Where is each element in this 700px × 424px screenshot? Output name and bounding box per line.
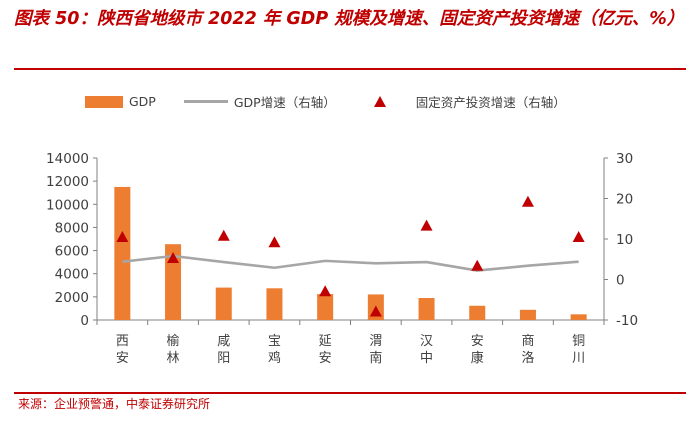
legend-triangle-swatch: [373, 96, 386, 107]
x-category-label: 康: [471, 350, 484, 366]
x-category-label: 林: [167, 351, 180, 366]
x-category-label: 南: [369, 350, 382, 366]
legend-fai-growth: 固定资产投资增速（右轴）: [364, 92, 566, 111]
legend-gdp-growth: GDP增速（右轴）: [183, 92, 336, 111]
x-category-label: 安: [116, 351, 129, 366]
fai-growth-marker: [268, 236, 281, 248]
x-category-label: 汉: [420, 334, 433, 349]
title-rule: [14, 68, 686, 70]
fai-growth-marker: [420, 219, 433, 231]
fai-growth-marker: [521, 195, 534, 207]
legend-fai-growth-label: 固定资产投资增速（右轴）: [415, 95, 566, 110]
legend: GDP GDP增速（右轴） 固定资产投资增速（右轴）: [85, 92, 594, 111]
right-tick-label: -10: [616, 313, 638, 329]
legend-line-swatch: [183, 100, 228, 103]
gdp-bar: [215, 287, 232, 320]
legend-gdp: GDP: [85, 94, 156, 109]
x-category-label: 阳: [217, 351, 230, 366]
legend-gdp-label: GDP: [129, 94, 156, 109]
fai-growth-marker: [471, 259, 484, 271]
left-tick-label: 6000: [55, 244, 89, 260]
fai-growth-marker: [167, 252, 180, 264]
x-category-label: 商: [521, 334, 534, 349]
source-rule: [14, 392, 686, 394]
gdp-bar: [469, 305, 486, 320]
x-category-label: 安: [471, 334, 484, 349]
right-tick-label: 30: [616, 151, 633, 167]
x-category-label: 中: [420, 351, 433, 366]
x-category-label: 安: [319, 351, 332, 366]
gdp-bar: [266, 288, 283, 320]
left-tick-label: 4000: [55, 267, 89, 283]
x-category-label: 川: [572, 351, 585, 366]
x-category-label: 咸: [217, 334, 230, 349]
left-tick-label: 8000: [55, 220, 89, 236]
gdp-bar: [114, 186, 131, 320]
x-category-label: 铜: [572, 334, 585, 349]
gdp-bar: [570, 314, 587, 320]
left-tick-label: 14000: [46, 151, 89, 167]
x-category-label: 延: [319, 334, 332, 349]
source-note: 来源：企业预警通，中泰证券研究所: [18, 397, 211, 411]
legend-bar-swatch: [85, 95, 123, 108]
x-category-label: 渭: [369, 334, 382, 349]
gdp-bar: [317, 294, 334, 320]
x-category-label: 西: [116, 334, 129, 349]
gdp-bar: [418, 298, 435, 320]
x-category-label: 鸡: [268, 350, 281, 366]
right-tick-label: 20: [616, 192, 633, 208]
chart-title: 图表 50：陕西省地级市 2022 年 GDP 规模及增速、固定资产投资增速（亿…: [14, 9, 685, 29]
left-tick-label: 0: [80, 313, 89, 329]
fai-growth-marker: [572, 230, 585, 242]
left-tick-label: 10000: [46, 197, 89, 213]
fai-growth-marker: [116, 230, 129, 242]
x-category-label: 榆: [167, 334, 180, 349]
left-tick-label: 2000: [55, 290, 89, 306]
gdp-bar: [165, 244, 182, 320]
x-category-label: 洛: [521, 351, 534, 366]
fai-growth-marker: [217, 229, 230, 241]
x-category-label: 宝: [268, 334, 281, 349]
right-tick-label: 0: [616, 273, 625, 289]
fai-growth-marker: [369, 305, 382, 317]
left-tick-label: 12000: [46, 174, 89, 190]
fai-growth-marker: [319, 285, 332, 297]
legend-gdp-growth-label: GDP增速（右轴）: [233, 95, 336, 110]
gdp-growth-line: [122, 254, 579, 272]
right-tick-label: 10: [616, 232, 633, 248]
gdp-bar: [519, 309, 536, 320]
